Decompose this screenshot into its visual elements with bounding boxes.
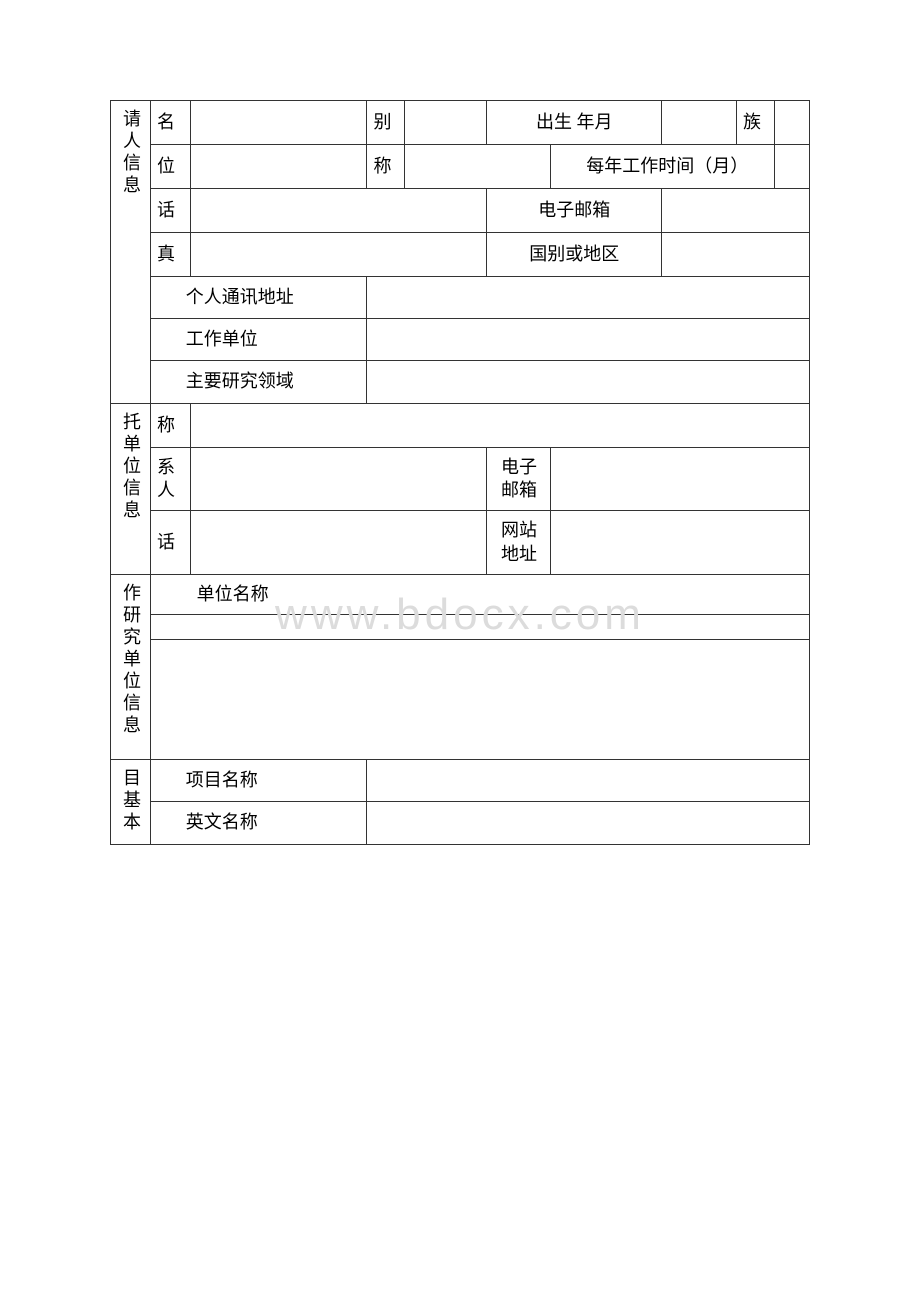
addr-label: 个人通讯地址 — [151, 277, 367, 319]
ethnic-value — [775, 101, 810, 145]
fax-label: 真 — [151, 233, 191, 277]
birth-label: 出生 年月 — [487, 101, 662, 145]
host-contact-value — [191, 447, 487, 511]
gender-label: 别 — [367, 101, 405, 145]
phone-value — [191, 189, 487, 233]
partner-unitname-value — [151, 615, 809, 639]
host-web-label: 网站地址 — [487, 511, 551, 575]
table-row: 主要研究领域 — [111, 361, 810, 403]
country-value — [662, 233, 810, 277]
research-label: 主要研究领域 — [151, 361, 367, 403]
partner-detail — [151, 640, 810, 760]
name-value — [191, 101, 367, 145]
name-label: 名 — [151, 101, 191, 145]
section-partner-label: 作研究单位信息 — [111, 575, 151, 760]
title-label: 称 — [367, 145, 405, 189]
host-email-label: 电子邮箱 — [487, 447, 551, 511]
workunit-value — [367, 319, 810, 361]
table-row: 个人通讯地址 — [111, 277, 810, 319]
table-row: 作研究单位信息 单位名称 — [111, 575, 810, 640]
engname-value — [367, 802, 810, 844]
table-row: 工作单位 — [111, 319, 810, 361]
host-web-value — [551, 511, 810, 575]
section-project-label: 目基本 — [111, 760, 151, 844]
host-phone-label: 话 — [151, 511, 191, 575]
worktime-label: 每年工作时间（月） — [551, 145, 775, 189]
table-row: 请人信息 名 别 出生 年月 族 — [111, 101, 810, 145]
partner-unitname-label: 单位名称 — [151, 575, 809, 615]
worktime-value — [775, 145, 810, 189]
email-label: 电子邮箱 — [487, 189, 662, 233]
projname-label: 项目名称 — [151, 760, 367, 802]
table-row: 话 网站地址 — [111, 511, 810, 575]
table-row: 目基本 项目名称 — [111, 760, 810, 802]
addr-value — [367, 277, 810, 319]
table-row: 真 国别或地区 — [111, 233, 810, 277]
host-phone-value — [191, 511, 487, 575]
application-form-table: 请人信息 名 别 出生 年月 族 位 称 每年工作时间（月） 话 电子邮箱 真 … — [110, 100, 810, 845]
table-row: 位 称 每年工作时间（月） — [111, 145, 810, 189]
country-label: 国别或地区 — [487, 233, 662, 277]
table-row: 英文名称 — [111, 802, 810, 844]
projname-value — [367, 760, 810, 802]
table-row: 托单位信息 称 — [111, 403, 810, 447]
host-contact-label: 系人 — [151, 447, 191, 511]
title-value — [405, 145, 551, 189]
phone-label: 话 — [151, 189, 191, 233]
host-name-value — [191, 403, 810, 447]
gender-value — [405, 101, 487, 145]
table-row — [111, 640, 810, 760]
unit-label: 位 — [151, 145, 191, 189]
section-applicant-label: 请人信息 — [111, 101, 151, 404]
birth-value — [662, 101, 737, 145]
partner-inner: 单位名称 — [151, 575, 810, 640]
email-value — [662, 189, 810, 233]
research-value — [367, 361, 810, 403]
unit-value — [191, 145, 367, 189]
workunit-label: 工作单位 — [151, 319, 367, 361]
host-email-value — [551, 447, 810, 511]
table-row: 话 电子邮箱 — [111, 189, 810, 233]
fax-value — [191, 233, 487, 277]
host-name-label: 称 — [151, 403, 191, 447]
engname-label: 英文名称 — [151, 802, 367, 844]
table-row: 系人 电子邮箱 — [111, 447, 810, 511]
section-host-label: 托单位信息 — [111, 403, 151, 575]
ethnic-label: 族 — [737, 101, 775, 145]
